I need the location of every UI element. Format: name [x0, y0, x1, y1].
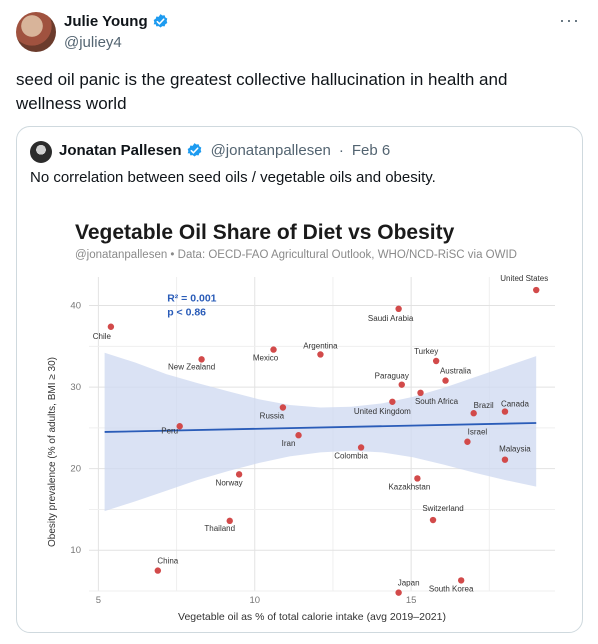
data-point: [395, 305, 402, 313]
point-label: Argentina: [303, 341, 338, 350]
point-label: United Kingdom: [354, 407, 411, 416]
point-label: Chile: [93, 332, 112, 341]
point-label: Turkey: [414, 347, 438, 356]
quoted-text: No correlation between seed oils / veget…: [30, 169, 436, 186]
tweet-text: seed oil panic is the greatest collectiv…: [16, 70, 508, 113]
verified-badge-icon: [187, 143, 201, 157]
data-point: [398, 381, 405, 388]
data-point: [235, 471, 243, 478]
quoted-author-name[interactable]: Jonatan Pallesen: [59, 142, 182, 159]
verified-badge-icon: [153, 14, 167, 28]
point-label: Colombia: [334, 451, 368, 460]
quoted-date[interactable]: Feb 6: [351, 142, 391, 159]
x-axis-title: Vegetable oil as % of total calorie inta…: [178, 611, 446, 623]
r-squared-label: R² = 0.001: [167, 292, 216, 304]
data-point: [270, 346, 277, 353]
author-handle[interactable]: @juliey4: [64, 34, 122, 51]
quoted-tweet[interactable]: Jonatan Pallesen @jonatanpallesen · Feb …: [16, 126, 583, 633]
y-tick-label: 10: [70, 545, 81, 556]
chart-title: Vegetable Oil Share of Diet vs Obesity: [75, 221, 455, 244]
x-tick-label: 5: [96, 595, 101, 606]
data-point: [357, 444, 365, 451]
point-label: Paraguay: [375, 372, 409, 381]
data-point: [432, 357, 440, 365]
data-point: [501, 456, 509, 463]
y-axis-title: Obesity prevalence (% of adults, BMI ≥ 3…: [47, 357, 58, 547]
x-tick-label: 15: [406, 595, 417, 606]
p-value-label: p < 0.86: [167, 306, 206, 318]
point-label: Peru: [161, 426, 178, 435]
data-point: [226, 517, 233, 525]
data-point: [279, 404, 287, 411]
chart-svg: Vegetable Oil Share of Diet vs Obesity @j…: [47, 221, 555, 623]
quoted-author-handle[interactable]: @jonatanpallesen: [210, 142, 331, 159]
data-point: [107, 323, 115, 330]
author-name[interactable]: Julie Young: [64, 13, 148, 30]
point-label: New Zealand: [168, 362, 215, 371]
data-point: [457, 577, 465, 584]
point-label: Russia: [260, 411, 285, 420]
data-point: [414, 475, 421, 482]
point-label: South Korea: [429, 584, 474, 593]
data-point: [395, 589, 402, 596]
data-point: [389, 398, 396, 405]
trend-line: [104, 422, 537, 433]
more-options-icon[interactable]: ···: [559, 10, 580, 30]
point-label: Mexico: [253, 354, 279, 363]
data-point: [154, 567, 162, 574]
confidence-band: [104, 352, 537, 512]
data-point: [417, 389, 424, 397]
quoted-header: Jonatan Pallesen @jonatanpallesen · Feb …: [59, 142, 390, 159]
point-label: United States: [500, 274, 548, 283]
x-tick-label: 10: [249, 595, 260, 606]
data-point: [176, 423, 183, 430]
data-point: [429, 516, 437, 524]
point-label: Switzerland: [422, 504, 463, 513]
y-tick-label: 30: [70, 382, 81, 393]
point-label: Thailand: [204, 524, 235, 533]
point-label: China: [157, 557, 178, 566]
point-label: Canada: [501, 400, 530, 409]
point-label: Norway: [216, 478, 243, 487]
data-point: [533, 286, 540, 294]
point-label: Kazakhstan: [388, 482, 430, 491]
point-label: Australia: [440, 367, 472, 376]
data-point: [295, 432, 302, 439]
point-label: Iran: [282, 439, 296, 448]
data-point: [198, 356, 205, 363]
point-label: Japan: [398, 579, 420, 588]
point-label: Israel: [468, 428, 488, 437]
scatter-chart: Vegetable Oil Share of Diet vs Obesity @j…: [27, 199, 572, 629]
point-label: South Africa: [415, 397, 459, 406]
y-tick-label: 40: [70, 301, 81, 312]
data-point: [442, 377, 449, 384]
data-point: [470, 410, 477, 417]
author-name-row: Julie Young: [64, 13, 169, 30]
chart-subtitle: @jonatanpallesen • Data: OECD-FAO Agricu…: [75, 249, 517, 261]
point-label: Saudi Arabia: [368, 314, 414, 323]
data-point: [317, 351, 324, 358]
quoted-author-avatar[interactable]: [30, 141, 52, 163]
data-point: [501, 408, 509, 415]
point-label: Malaysia: [499, 445, 531, 454]
y-tick-label: 20: [70, 464, 81, 475]
point-label: Brazil: [474, 401, 494, 410]
author-avatar[interactable]: [16, 12, 56, 52]
meta-separator: ·: [338, 142, 344, 159]
data-point: [464, 438, 471, 445]
